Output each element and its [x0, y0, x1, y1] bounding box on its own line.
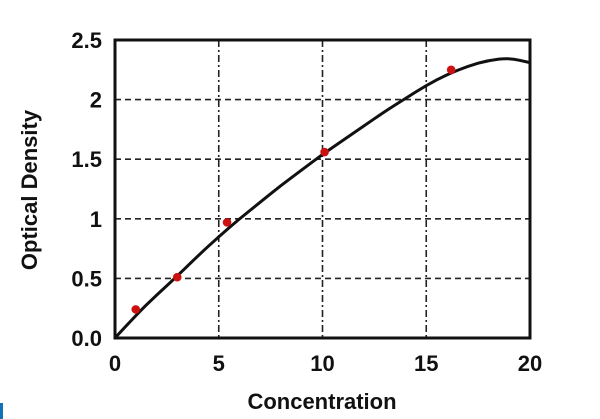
y-tick-label: 0.0 [71, 326, 102, 351]
data-point [222, 218, 232, 227]
x-tick-label: 0 [109, 351, 121, 376]
data-point [446, 65, 456, 75]
y-tick-label: 2.5 [71, 28, 102, 53]
x-tick-label: 10 [310, 351, 334, 376]
y-tick-label: 1.5 [71, 147, 102, 172]
x-axis-title: Concentration [247, 389, 396, 414]
y-tick-label: 0.5 [71, 266, 102, 291]
gridlines-layer [115, 40, 530, 338]
data-point [172, 272, 182, 282]
plot-frame [113, 38, 532, 340]
data-point [131, 305, 141, 314]
y-axis-title: Optical Density [17, 109, 42, 270]
data-point [320, 147, 329, 157]
blue-edge-artifact [0, 403, 3, 419]
x-tick-label: 5 [213, 351, 225, 376]
x-tick-label: 20 [518, 351, 542, 376]
tick-labels-layer: 0.0 0.5 1 1.5 2 2.5 0 5 10 15 20 [71, 28, 542, 376]
y-tick-label: 1 [90, 207, 102, 232]
x-tick-label: 15 [414, 351, 438, 376]
y-tick-label: 2 [90, 88, 102, 113]
series-layer [113, 57, 532, 340]
